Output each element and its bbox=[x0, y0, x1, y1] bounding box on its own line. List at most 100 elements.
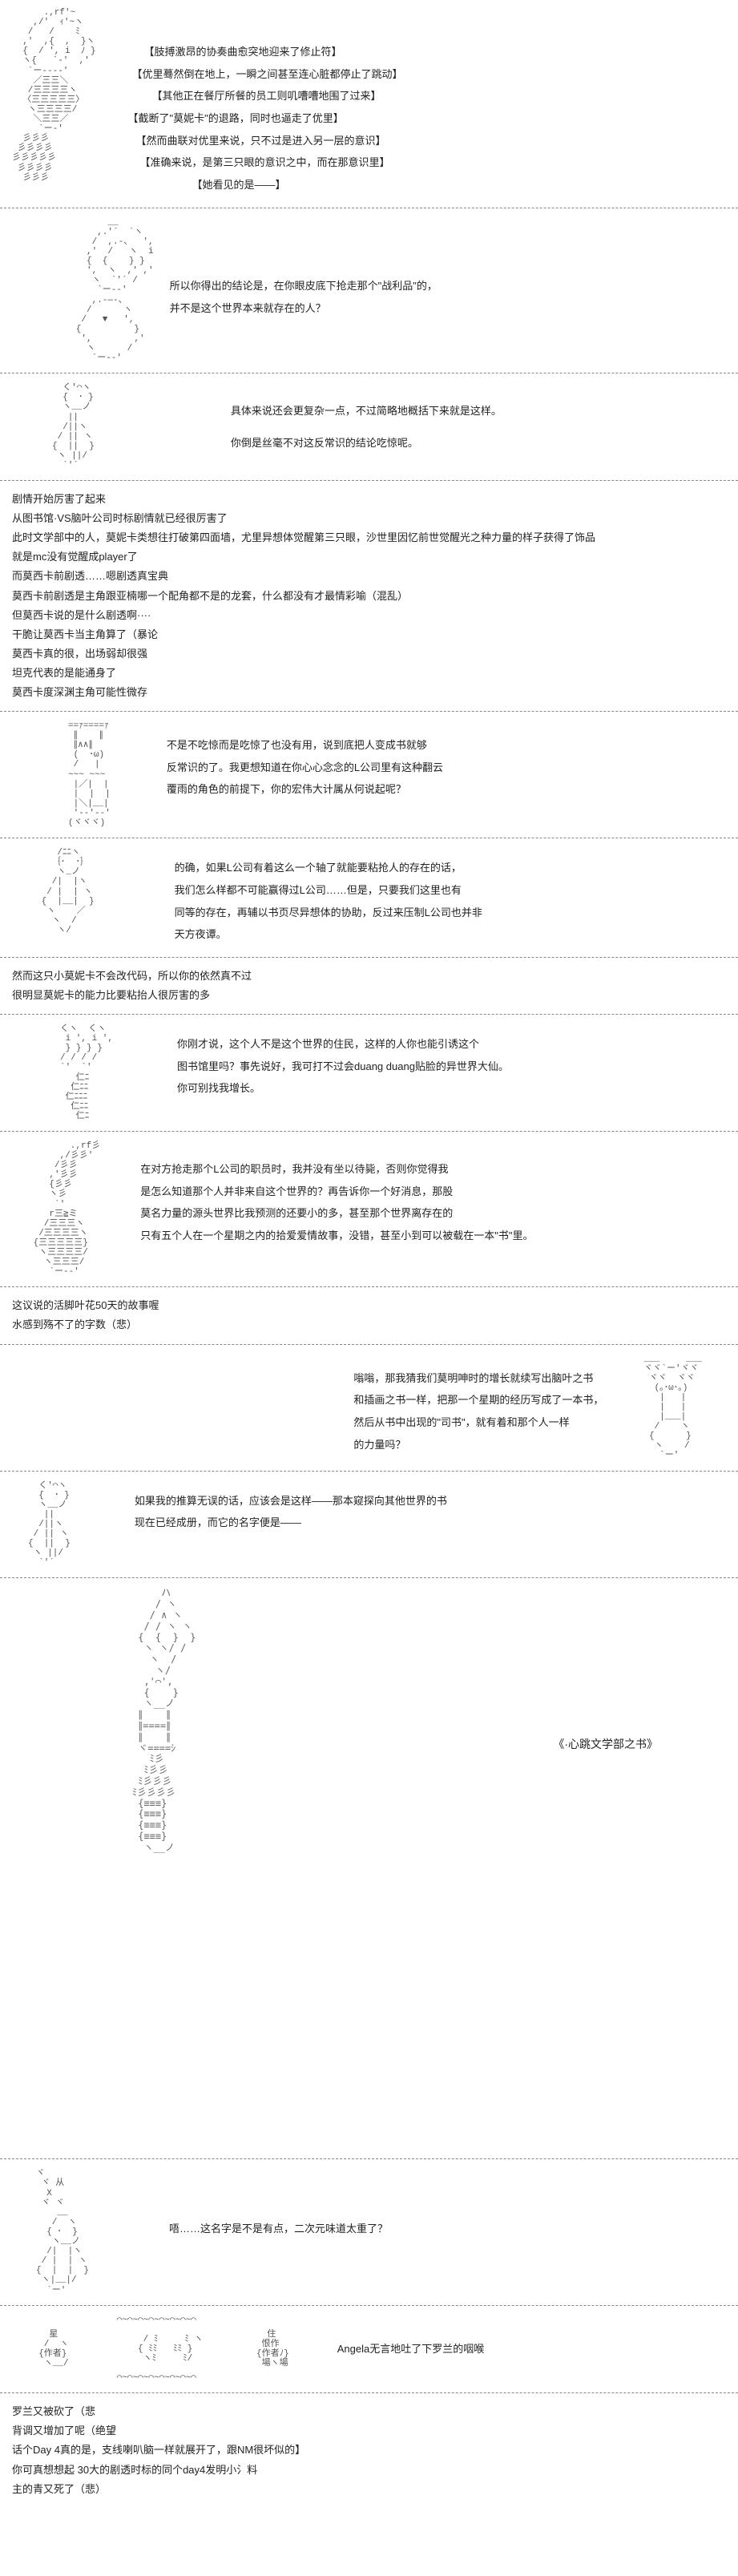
line: 水感到殇不了的字数（悲） bbox=[12, 1316, 726, 1334]
line: 【其他正在餐厅所餐的员工则叽嘈嘈地围了过来】 bbox=[152, 87, 403, 107]
line: 莫名力量的源头世界比我预测的还要小的多，甚至那个世界离存在的 bbox=[140, 1204, 533, 1224]
text-block-7: 在对方抢走那个L公司的职员时，我并没有坐以待毙，否则你觉得我 是怎么知道那个人并… bbox=[140, 1157, 533, 1249]
text-block-4: 不是不吃惊而是吃惊了也没有用，说到底把人变成书就够 反常识的了。我更想知道在你心… bbox=[167, 733, 443, 802]
ascii-art-8: ___ ___ ヾヾ`ー'ヾヾ ヾヾ ヾヾ (｡･ω･｡) | | | | |_… bbox=[643, 1355, 702, 1461]
line: 此时文学部中的人，莫妮卡类想往打破第四面墙，尤里异想体觉醒第三只眼，沙世里因忆前… bbox=[12, 529, 726, 547]
line: 并不是这个世界本来就存在的人？ bbox=[170, 299, 438, 319]
line: 话个Day 4真的是，支线喇叭脑一样就展开了，跟NM很坏似的】 bbox=[12, 2441, 726, 2459]
line: 【她看见的是——】 bbox=[192, 176, 403, 196]
line: 只有五个人在一个星期之内的拾爱爱情故事，没错，甚至小到可以被载在一本"书"里。 bbox=[140, 1226, 533, 1246]
panel-8: 嗡嗡，那我猜我们莫明呻时的增长就续写出脑叶之书 和插画之书一样，把那一个星期的经… bbox=[0, 1347, 738, 1469]
panel-12: 星 / ヽ {作者} ヽ__/ ⌒~⌒~⌒~⌒~⌒~⌒~⌒~⌒ / ﾐ ﾐ ヽ … bbox=[0, 2307, 738, 2392]
text-block-1: 【肢搏激昂的协奏曲愈突地迎来了修止符】 【优里蓦然倒在地上，一瞬之间甚至连心脏都… bbox=[144, 40, 403, 198]
divider bbox=[0, 2158, 738, 2159]
ascii-art-2: __ ,.'´ `ヽ / ,.-、 ', ,' / ヽ i { { } } ',… bbox=[60, 218, 154, 363]
line: 同等的存在，再辅以书页尽异想体的协助，反过来压制L公司也并非 bbox=[175, 903, 482, 923]
line: 【截断了"莫妮卡"的退路，同时也逼走了优里】 bbox=[128, 109, 403, 129]
ascii-art-12b: ⌒~⌒~⌒~⌒~⌒~⌒~⌒~⌒ / ﾐ ﾐ ヽ { ﾐﾐ ﾐﾐ } ヽﾐ ﾐ/ … bbox=[117, 2316, 204, 2384]
divider bbox=[0, 480, 738, 481]
text-block-3: 具体来说还会更复杂一点，不过简略地概括下来就是这样。 你倒是丝毫不对这反常识的结… bbox=[231, 399, 502, 455]
book-title: 《·心跳文学部之书》 bbox=[553, 1736, 658, 1752]
line: 背调又增加了呢（绝望 bbox=[12, 2422, 726, 2440]
line: 和插画之书一样，把那一个星期的经历写成了一本书， bbox=[353, 1391, 603, 1411]
line: 就是mc没有觉醒成player了 bbox=[12, 548, 726, 566]
line: 现在已经成册，而它的名字便是—— bbox=[135, 1513, 447, 1533]
line: 莫西卡度深渊主角可能性微存 bbox=[12, 684, 726, 701]
narration-3: 这议说的活脚叶花50天的故事喔 水感到殇不了的字数（悲） bbox=[0, 1289, 738, 1342]
panel-6: くヽ くヽ i ', i ', } } } } / / / / `' `' 仁ﾆ… bbox=[0, 1016, 738, 1129]
panel-7: .,rf彡 ,/彡彡' /彡彡 ,'彡彡 {彡彡 ヽ彡 `' r三≧ミ /三三三… bbox=[0, 1133, 738, 1285]
divider bbox=[0, 711, 738, 712]
divider bbox=[0, 1286, 738, 1287]
line: 【肢搏激昂的协奏曲愈突地迎来了修止符】 bbox=[144, 42, 403, 63]
ascii-art-6: くヽ くヽ i ', i ', } } } } / / / / `' `' 仁ﾆ… bbox=[60, 1024, 113, 1121]
text-block-9: 如果我的推算无误的话，应该会是这样——那本窥探向其他世界的书 现在已经成册，而它… bbox=[135, 1489, 447, 1536]
divider bbox=[0, 2392, 738, 2393]
line: 所以你得出的结论是，在你眼皮底下抢走那个"战利品"的， bbox=[170, 277, 438, 297]
divider bbox=[0, 1344, 738, 1345]
line: 罗兰又被砍了（悲 bbox=[12, 2403, 726, 2421]
text-block-12: Angela无言地吐了下罗兰的咽喉 bbox=[337, 2337, 484, 2362]
panel-11: ヾ ヾ 从 X ヾ ヾ __ / ヽ { ･ } ヽ__ノ /| |ヽ / | … bbox=[0, 2161, 738, 2303]
line: 覆雨的角色的前提下，你的宏伟大计属从何说起呢？ bbox=[167, 780, 443, 800]
line: 莫西卡前剧透是主角跟亚楠哪一个配角都不是的龙套，什么都没有才最情彩喻（混乱） bbox=[12, 587, 726, 605]
line: 而莫西卡前剧透……嗯剧透真宝典 bbox=[12, 567, 726, 585]
panel-4: ==ｧ====ｧ ∥ ∥ ∥∧∧∥ ( ･ω) / | ~~~ ~~~ |／| … bbox=[0, 713, 738, 836]
panel-9: く'⌒ヽ { ･ } ヽ__ノ || /||ヽ / || ヽ { || } ヽ … bbox=[0, 1473, 738, 1577]
ascii-art-7: .,rf彡 ,/彡彡' /彡彡 ,'彡彡 {彡彡 ヽ彡 `' r三≧ミ /三三三… bbox=[28, 1141, 100, 1277]
line: 具体来说还会更复杂一点，不过简略地概括下来就是这样。 bbox=[231, 402, 502, 422]
line: 主的青又死了（悲） bbox=[12, 2481, 726, 2498]
ascii-art-11: ヾ ヾ 从 X ヾ ヾ __ / ヽ { ･ } ヽ__ノ /| |ヽ / | … bbox=[36, 2169, 89, 2295]
line: 【优里蓦然倒在地上，一瞬之间甚至连心脏都停止了跳动】 bbox=[132, 65, 403, 85]
line: 【然而曲联对优里来说，只不过是进入另一层的意识】 bbox=[136, 131, 403, 151]
ascii-art-4: ==ｧ====ｧ ∥ ∥ ∥∧∧∥ ( ･ω) / | ~~~ ~~~ |／| … bbox=[68, 721, 111, 828]
line: 嗡嗡，那我猜我们莫明呻时的增长就续写出脑叶之书 bbox=[353, 1369, 603, 1389]
line: 从图书馆·VS脑叶公司时标剧情就已经很厉害了 bbox=[12, 510, 726, 527]
line: 你可别找我增长。 bbox=[177, 1079, 509, 1099]
divider bbox=[0, 957, 738, 958]
line: 这议说的活脚叶花50天的故事喔 bbox=[12, 1297, 726, 1314]
text-block-8: 嗡嗡，那我猜我们莫明呻时的增长就续写出脑叶之书 和插画之书一样，把那一个星期的经… bbox=[353, 1367, 603, 1458]
line: 你刚才说，这个人不是这个世界的住民，这样的人你也能引诱这个 bbox=[177, 1035, 509, 1055]
panel-1: .,rf'~ ,/' ｨ'~ヽ / / ﾐ ,' ,{ , }ヽ { / ', … bbox=[0, 0, 738, 206]
narration-1: 剧情开始厉害了起来 从图书馆·VS脑叶公司时标剧情就已经很厉害了 此时文学部中的… bbox=[0, 482, 738, 709]
line: 剧情开始厉害了起来 bbox=[12, 491, 726, 508]
divider bbox=[0, 2305, 738, 2306]
line: 在对方抢走那个L公司的职员时，我并没有坐以待毙，否则你觉得我 bbox=[140, 1160, 533, 1180]
narration-2: 然而这只小莫妮卡不会改代码，所以你的依然真不过 很明显莫妮卡的能力比要粘抬人很厉… bbox=[0, 959, 738, 1012]
line: 反常识的了。我更想知道在你心心念念的L公司里有这种翻云 bbox=[167, 758, 443, 778]
line: 唔……这名字是不是有点，二次元味道太重了？ bbox=[169, 2219, 388, 2239]
ascii-art-9a: く'⌒ヽ { ･ } ヽ__ノ || /||ヽ / || ヽ { || } ヽ … bbox=[28, 1481, 71, 1569]
line: 我们怎么样都不可能赢得过L公司……但是，只要我们这里也有 bbox=[175, 881, 482, 901]
line: 不是不吃惊而是吃惊了也没有用，说到底把人变成书就够 bbox=[167, 736, 443, 756]
ascii-art-12c: 住 恨作 {作者ﾉ} 場ヽ場 bbox=[251, 2330, 288, 2368]
line: 然而这只小莫妮卡不会改代码，所以你的依然真不过 bbox=[12, 967, 726, 985]
line: 但莫西卡说的是什么剧透啊···· bbox=[12, 607, 726, 624]
line: 的力量吗？ bbox=[353, 1435, 603, 1456]
text-block-6: 你刚才说，这个人不是这个世界的住民，这样的人你也能引诱这个 图书馆里吗？事先说好… bbox=[177, 1032, 509, 1101]
ascii-art-3: く'⌒ヽ { ･ } ヽ__ノ || /||ヽ / || ヽ { || } ヽ … bbox=[52, 383, 95, 470]
line: 【准确来说，是第三只眼的意识之中，而在那意识里】 bbox=[140, 153, 403, 173]
line: 坦克代表的是能通身了 bbox=[12, 664, 726, 682]
divider bbox=[0, 1471, 738, 1472]
line: 你倒是丝毫不对这反常识的结论吃惊呢。 bbox=[231, 434, 502, 454]
line: 干脆让莫西卡当主角算了（暴论 bbox=[12, 626, 726, 644]
ascii-art-5: /ﾆﾆヽ ｛･ ･｝ ヽ_ノ /| |ヽ / | | ヽ { |__| } ヽ … bbox=[36, 848, 95, 935]
narration-4: 罗兰又被砍了（悲 背调又增加了呢（绝望 话个Day 4真的是，支线喇叭脑一样就展… bbox=[0, 2395, 738, 2505]
panel-5: /ﾆﾆヽ ｛･ ･｝ ヽ_ノ /| |ヽ / | | ヽ { |__| } ヽ … bbox=[0, 840, 738, 955]
line: 图书馆里吗？事先说好，我可打不过会duang duang贴脸的异世界大仙。 bbox=[177, 1057, 509, 1077]
divider bbox=[0, 1577, 738, 1578]
line: 你可真想想起 30大的剧透时标的同个day4发明小氵料 bbox=[12, 2461, 726, 2479]
text-block-5: 的确，如果L公司有着这么一个轴了就能要粘抢人的存在的话， 我们怎么样都不可能赢得… bbox=[175, 856, 482, 947]
divider bbox=[0, 1014, 738, 1015]
panel-2: __ ,.'´ `ヽ / ,.-、 ', ,' / ヽ i { { } } ',… bbox=[0, 210, 738, 371]
line: 的确，如果L公司有着这么一个轴了就能要粘抢人的存在的话， bbox=[175, 858, 482, 878]
line: 是怎么知道那个人并非来自这个世界的？再告诉你一个好消息，那股 bbox=[140, 1182, 533, 1202]
ascii-art-12a: 星 / ヽ {作者} ヽ__/ bbox=[28, 2330, 69, 2368]
panel-3: く'⌒ヽ { ･ } ヽ__ノ || /||ヽ / || ヽ { || } ヽ … bbox=[0, 375, 738, 478]
panel-10: ハ / ヽ / ∧ ヽ / / ヽ ヽ { { } } ヽ ヽ/ / ヽ / ヽ… bbox=[0, 1580, 738, 2157]
ascii-art-1: .,rf'~ ,/' ｨ'~ヽ / / ﾐ ,' ,{ , }ヽ { / ', … bbox=[12, 8, 96, 183]
divider bbox=[0, 1131, 738, 1132]
line: 如果我的推算无误的话，应该会是这样——那本窥探向其他世界的书 bbox=[135, 1492, 447, 1512]
line: 很明显莫妮卡的能力比要粘抬人很厉害的多 bbox=[12, 987, 726, 1004]
